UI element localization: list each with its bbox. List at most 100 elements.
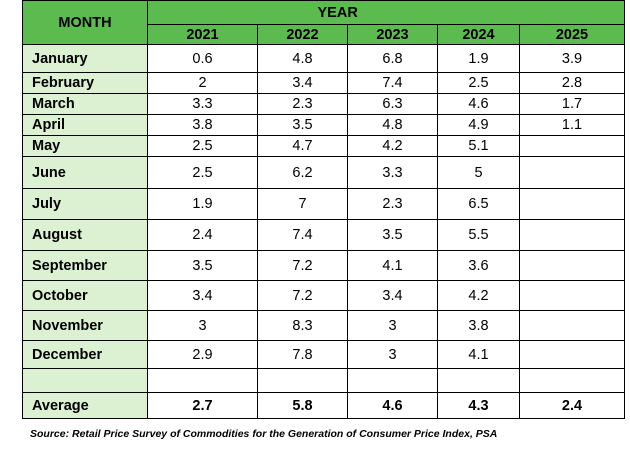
value-cell xyxy=(519,219,625,251)
month-header: MONTH xyxy=(22,0,148,45)
value-cell: 7 xyxy=(257,188,348,220)
value-cell: 0.6 xyxy=(147,44,258,73)
month-cell: November xyxy=(22,310,148,341)
table-row: August 2.4 7.4 3.5 5.5 xyxy=(22,219,625,251)
average-2023: 4.6 xyxy=(347,392,438,419)
average-row: Average 2.7 5.8 4.6 4.3 2.4 xyxy=(22,392,625,419)
average-2021: 2.7 xyxy=(147,392,258,419)
month-cell: December xyxy=(22,340,148,369)
value-cell: 2.3 xyxy=(257,93,348,115)
year-2023: 2023 xyxy=(347,24,438,45)
value-cell: 4.9 xyxy=(437,114,520,136)
value-cell: 1.1 xyxy=(519,114,625,136)
average-label: Average xyxy=(22,392,148,419)
value-cell xyxy=(519,250,625,281)
value-cell: 5 xyxy=(437,156,520,189)
value-cell: 4.8 xyxy=(257,44,348,73)
value-cell: 3.8 xyxy=(147,114,258,136)
value-cell xyxy=(519,368,625,393)
value-cell: 4.8 xyxy=(347,114,438,136)
value-cell: 2.5 xyxy=(147,156,258,189)
source-note: Source: Retail Price Survey of Commoditi… xyxy=(30,428,498,440)
data-rows: January 0.6 4.8 6.8 1.9 3.9 February 2 3.4 7.4 2.5… xyxy=(22,44,625,393)
table-row: January 0.6 4.8 6.8 1.9 3.9 xyxy=(22,44,625,73)
table-row: December 2.9 7.8 3 4.1 xyxy=(22,340,625,369)
value-cell: 5.5 xyxy=(437,219,520,251)
month-cell: August xyxy=(22,219,148,251)
table-row: June 2.5 6.2 3.3 5 xyxy=(22,156,625,189)
table-row: September 3.5 7.2 4.1 3.6 xyxy=(22,250,625,281)
value-cell: 3.4 xyxy=(147,280,258,311)
value-cell: 1.7 xyxy=(519,93,625,115)
value-cell: 6.3 xyxy=(347,93,438,115)
value-cell: 4.1 xyxy=(437,340,520,369)
value-cell: 3.3 xyxy=(347,156,438,189)
value-cell: 1.9 xyxy=(437,44,520,73)
value-cell: 7.8 xyxy=(257,340,348,369)
value-cell: 6.8 xyxy=(347,44,438,73)
value-cell: 2.5 xyxy=(437,72,520,94)
value-cell: 7.4 xyxy=(347,72,438,94)
table-row: November 3 8.3 3 3.8 xyxy=(22,310,625,341)
table-row: May 2.5 4.7 4.2 5.1 xyxy=(22,135,625,157)
value-cell: 6.2 xyxy=(257,156,348,189)
month-cell xyxy=(22,368,148,393)
value-cell xyxy=(519,135,625,157)
value-cell xyxy=(257,368,348,393)
value-cell: 3 xyxy=(147,310,258,341)
value-cell: 4.2 xyxy=(437,280,520,311)
month-cell: October xyxy=(22,280,148,311)
value-cell: 3 xyxy=(347,310,438,341)
month-cell: April xyxy=(22,114,148,136)
table-row: March 3.3 2.3 6.3 4.6 1.7 xyxy=(22,93,625,115)
value-cell xyxy=(147,368,258,393)
average-2024: 4.3 xyxy=(437,392,520,419)
value-cell: 3.5 xyxy=(347,219,438,251)
month-cell: March xyxy=(22,93,148,115)
value-cell: 3.8 xyxy=(437,310,520,341)
value-cell: 2.3 xyxy=(347,188,438,220)
month-cell: May xyxy=(22,135,148,157)
value-cell: 3.6 xyxy=(437,250,520,281)
value-cell: 2.4 xyxy=(147,219,258,251)
year-2025: 2025 xyxy=(519,24,625,45)
value-cell: 3.4 xyxy=(257,72,348,94)
value-cell xyxy=(519,188,625,220)
value-cell xyxy=(519,340,625,369)
month-cell: July xyxy=(22,188,148,220)
value-cell xyxy=(347,368,438,393)
month-cell: February xyxy=(22,72,148,94)
value-cell: 6.5 xyxy=(437,188,520,220)
average-2025: 2.4 xyxy=(519,392,625,419)
value-cell: 4.7 xyxy=(257,135,348,157)
year-header: YEAR xyxy=(257,0,625,25)
year-2021: 2021 xyxy=(147,24,258,45)
value-cell: 5.1 xyxy=(437,135,520,157)
value-cell: 2.8 xyxy=(519,72,625,94)
month-cell: January xyxy=(22,44,148,73)
value-cell: 4.6 xyxy=(437,93,520,115)
value-cell: 3.5 xyxy=(147,250,258,281)
value-cell: 1.9 xyxy=(147,188,258,220)
table-row: February 2 3.4 7.4 2.5 2.8 xyxy=(22,72,625,94)
value-cell xyxy=(437,368,520,393)
month-cell: June xyxy=(22,156,148,189)
inflation-table: MONTH YEAR 2021 2022 2023 2024 2025 Janu… xyxy=(22,0,625,419)
value-cell xyxy=(519,156,625,189)
month-cell: September xyxy=(22,250,148,281)
table-row: October 3.4 7.2 3.4 4.2 xyxy=(22,280,625,311)
value-cell: 8.3 xyxy=(257,310,348,341)
value-cell: 3.3 xyxy=(147,93,258,115)
value-cell: 3.5 xyxy=(257,114,348,136)
value-cell: 3 xyxy=(347,340,438,369)
value-cell: 7.2 xyxy=(257,250,348,281)
value-cell: 7.4 xyxy=(257,219,348,251)
value-cell: 4.1 xyxy=(347,250,438,281)
value-cell: 2.9 xyxy=(147,340,258,369)
value-cell: 3.9 xyxy=(519,44,625,73)
value-cell: 2.5 xyxy=(147,135,258,157)
year-2024: 2024 xyxy=(437,24,520,45)
value-cell: 7.2 xyxy=(257,280,348,311)
value-cell: 2 xyxy=(147,72,258,94)
value-cell: 4.2 xyxy=(347,135,438,157)
